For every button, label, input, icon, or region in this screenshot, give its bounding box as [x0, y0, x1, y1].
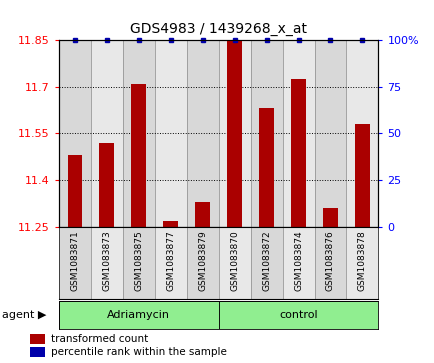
Text: Adriamycin: Adriamycin — [107, 310, 170, 320]
Text: control: control — [279, 310, 317, 320]
Bar — [59, 40, 91, 227]
Bar — [195, 202, 209, 227]
Bar — [250, 227, 282, 299]
Bar — [218, 301, 378, 329]
Bar — [218, 227, 250, 299]
Bar — [186, 227, 218, 299]
Bar — [163, 221, 178, 227]
Text: GSM1083879: GSM1083879 — [197, 231, 207, 291]
Text: GSM1083874: GSM1083874 — [293, 231, 302, 291]
Bar — [155, 227, 186, 299]
Bar — [227, 38, 241, 227]
Bar — [67, 155, 82, 227]
Text: GSM1083873: GSM1083873 — [102, 231, 111, 291]
Text: GSM1083871: GSM1083871 — [70, 231, 79, 291]
Bar — [30, 347, 45, 357]
Bar — [259, 109, 273, 227]
Bar — [59, 227, 91, 299]
Bar — [91, 40, 122, 227]
Text: GSM1083872: GSM1083872 — [261, 231, 270, 291]
Bar — [122, 40, 155, 227]
Text: GSM1083876: GSM1083876 — [325, 231, 334, 291]
Text: GSM1083877: GSM1083877 — [166, 231, 175, 291]
Bar — [282, 40, 314, 227]
Text: percentile rank within the sample: percentile rank within the sample — [51, 347, 227, 357]
Bar — [218, 40, 250, 227]
Text: GSM1083878: GSM1083878 — [357, 231, 366, 291]
Bar — [91, 227, 122, 299]
Bar — [59, 301, 218, 329]
Bar — [314, 40, 345, 227]
Bar — [346, 227, 378, 299]
Text: GSM1083875: GSM1083875 — [134, 231, 143, 291]
Text: agent ▶: agent ▶ — [2, 310, 46, 320]
Bar — [250, 40, 282, 227]
Text: GSM1083870: GSM1083870 — [230, 231, 239, 291]
Text: transformed count: transformed count — [51, 334, 148, 344]
Bar — [99, 143, 114, 227]
Bar — [355, 124, 369, 227]
Title: GDS4983 / 1439268_x_at: GDS4983 / 1439268_x_at — [130, 22, 306, 36]
Bar — [122, 227, 155, 299]
Bar — [291, 79, 305, 227]
Bar — [186, 40, 218, 227]
Bar — [346, 40, 378, 227]
Bar — [282, 227, 314, 299]
Bar — [131, 83, 145, 227]
Bar — [314, 227, 345, 299]
Bar — [155, 40, 186, 227]
Bar — [30, 334, 45, 344]
Bar — [322, 208, 337, 227]
